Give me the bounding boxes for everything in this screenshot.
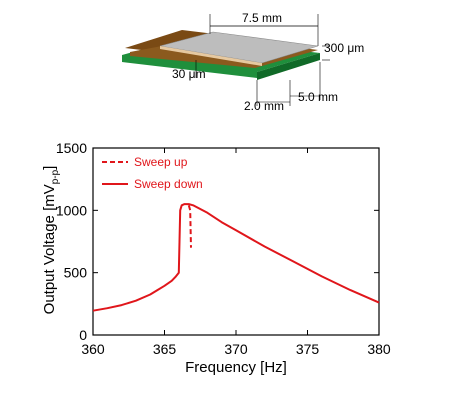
plate-edge — [160, 46, 262, 66]
y-axis-label: Output Voltage [mVp-p] — [41, 166, 61, 315]
series-lines — [92, 203, 380, 312]
y-tick-label: 1500 — [56, 140, 87, 156]
dim-gap: 30 μm — [172, 67, 206, 81]
substrate-side — [257, 53, 320, 80]
dim-thickness: 300 μm — [324, 41, 364, 55]
legend: Sweep up Sweep down — [102, 155, 203, 191]
series-line-sweep-down — [92, 203, 380, 312]
y-tick-label: 0 — [79, 327, 87, 343]
legend-label-sweep-down: Sweep down — [134, 177, 203, 191]
dim-length: 7.5 mm — [242, 11, 282, 25]
x-tick-label: 365 — [153, 341, 177, 357]
x-tick-label: 360 — [81, 341, 105, 357]
x-tick-label: 375 — [296, 341, 320, 357]
brown-electrode — [125, 30, 215, 52]
dim-electrode-width: 2.0 mm — [244, 99, 284, 113]
y-tick-label: 500 — [64, 265, 88, 281]
legend-label-sweep-up: Sweep up — [134, 155, 188, 169]
y-axis-label-subscript: p-p — [50, 169, 61, 184]
device-diagram: 7.5 mm 300 μm 30 μm 2.0 mm 5.0 mm — [122, 11, 364, 113]
frequency-response-chart: 0 500 1000 1500 360 365 370 375 380 Sweep up Sw… — [41, 140, 391, 376]
y-axis: 0 500 1000 1500 — [56, 140, 379, 343]
x-axis: 360 365 370 375 380 — [81, 148, 391, 357]
y-tick-label: 1000 — [56, 202, 87, 218]
x-tick-label: 370 — [224, 341, 248, 357]
x-axis-label: Frequency [Hz] — [185, 359, 287, 376]
dim-width: 5.0 mm — [298, 90, 338, 104]
x-tick-label: 380 — [367, 341, 391, 357]
series-line-sweep-up — [187, 205, 192, 248]
